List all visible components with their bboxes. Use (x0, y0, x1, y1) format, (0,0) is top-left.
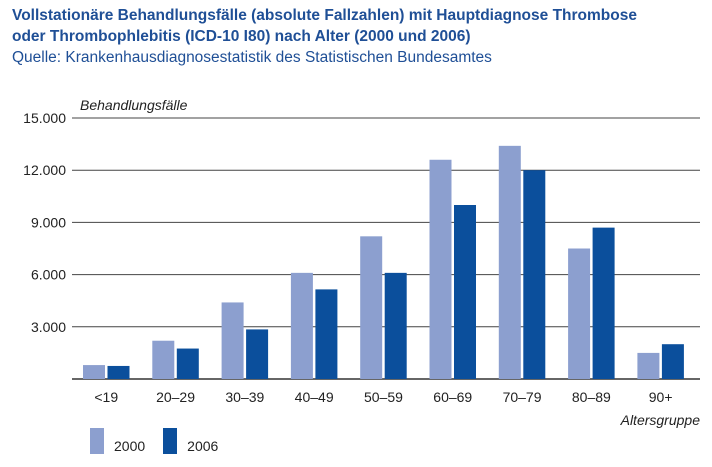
x-tick-label: 60–69 (433, 389, 472, 405)
bar-2000-9 (637, 352, 660, 379)
legend-swatch-2006 (163, 428, 178, 454)
legend-label-2006: 2006 (187, 438, 219, 454)
bar-2006-4 (315, 289, 338, 379)
x-tick-label: <19 (94, 389, 118, 405)
x-tick-label: 30–39 (225, 389, 264, 405)
x-tick-label: 50–59 (364, 389, 403, 405)
bar-2006-5 (384, 272, 407, 379)
bar-2006-9 (661, 344, 684, 379)
bar-2000-4 (290, 272, 313, 379)
bar-2006-8 (592, 227, 615, 379)
bar-2000-8 (568, 248, 591, 379)
y-tick-label: 12.000 (23, 162, 66, 178)
bar-2006-3 (246, 329, 269, 379)
bar-2006-6 (454, 205, 476, 379)
bar-2006-1 (107, 365, 130, 379)
bar-2000-3 (221, 302, 244, 379)
legend-item-2006: 2006 (163, 428, 218, 454)
bar-2000-1 (83, 365, 105, 379)
x-tick-label: 20–29 (156, 389, 195, 405)
y-tick-label: 3.000 (31, 319, 66, 335)
x-tick-label: 70–79 (503, 389, 542, 405)
bar-2006-7 (523, 170, 546, 379)
bar-2000-2 (152, 340, 175, 379)
x-axis-title: Altersgruppe (620, 412, 701, 428)
chart-title-line-1: Vollstationäre Behandlungsfälle (absolut… (12, 7, 637, 24)
y-axis-title: Behandlungsfälle (80, 97, 188, 113)
bar-2000-6 (429, 159, 452, 379)
y-tick-label: 9.000 (31, 214, 66, 230)
chart-source: Quelle: Krankenhausdiagnosestatistik des… (12, 49, 492, 66)
x-tick-label: 40–49 (295, 389, 334, 405)
bar-2000-5 (360, 236, 383, 379)
bar-2006-2 (176, 348, 199, 379)
legend-item-2000: 2000 (90, 428, 145, 454)
x-tick-label: 90+ (649, 389, 673, 405)
bar-2000-7 (498, 145, 521, 379)
legend-swatch-2000 (90, 428, 104, 454)
x-tick-label: 80–89 (572, 389, 611, 405)
chart-title-line-2: oder Thrombophlebitis (ICD-10 I80) nach … (12, 28, 471, 45)
legend-label-2000: 2000 (114, 438, 146, 454)
y-tick-label: 6.000 (31, 267, 66, 283)
y-tick-label: 15.000 (23, 110, 66, 126)
chart-legend: 2000 2006 (90, 428, 236, 454)
